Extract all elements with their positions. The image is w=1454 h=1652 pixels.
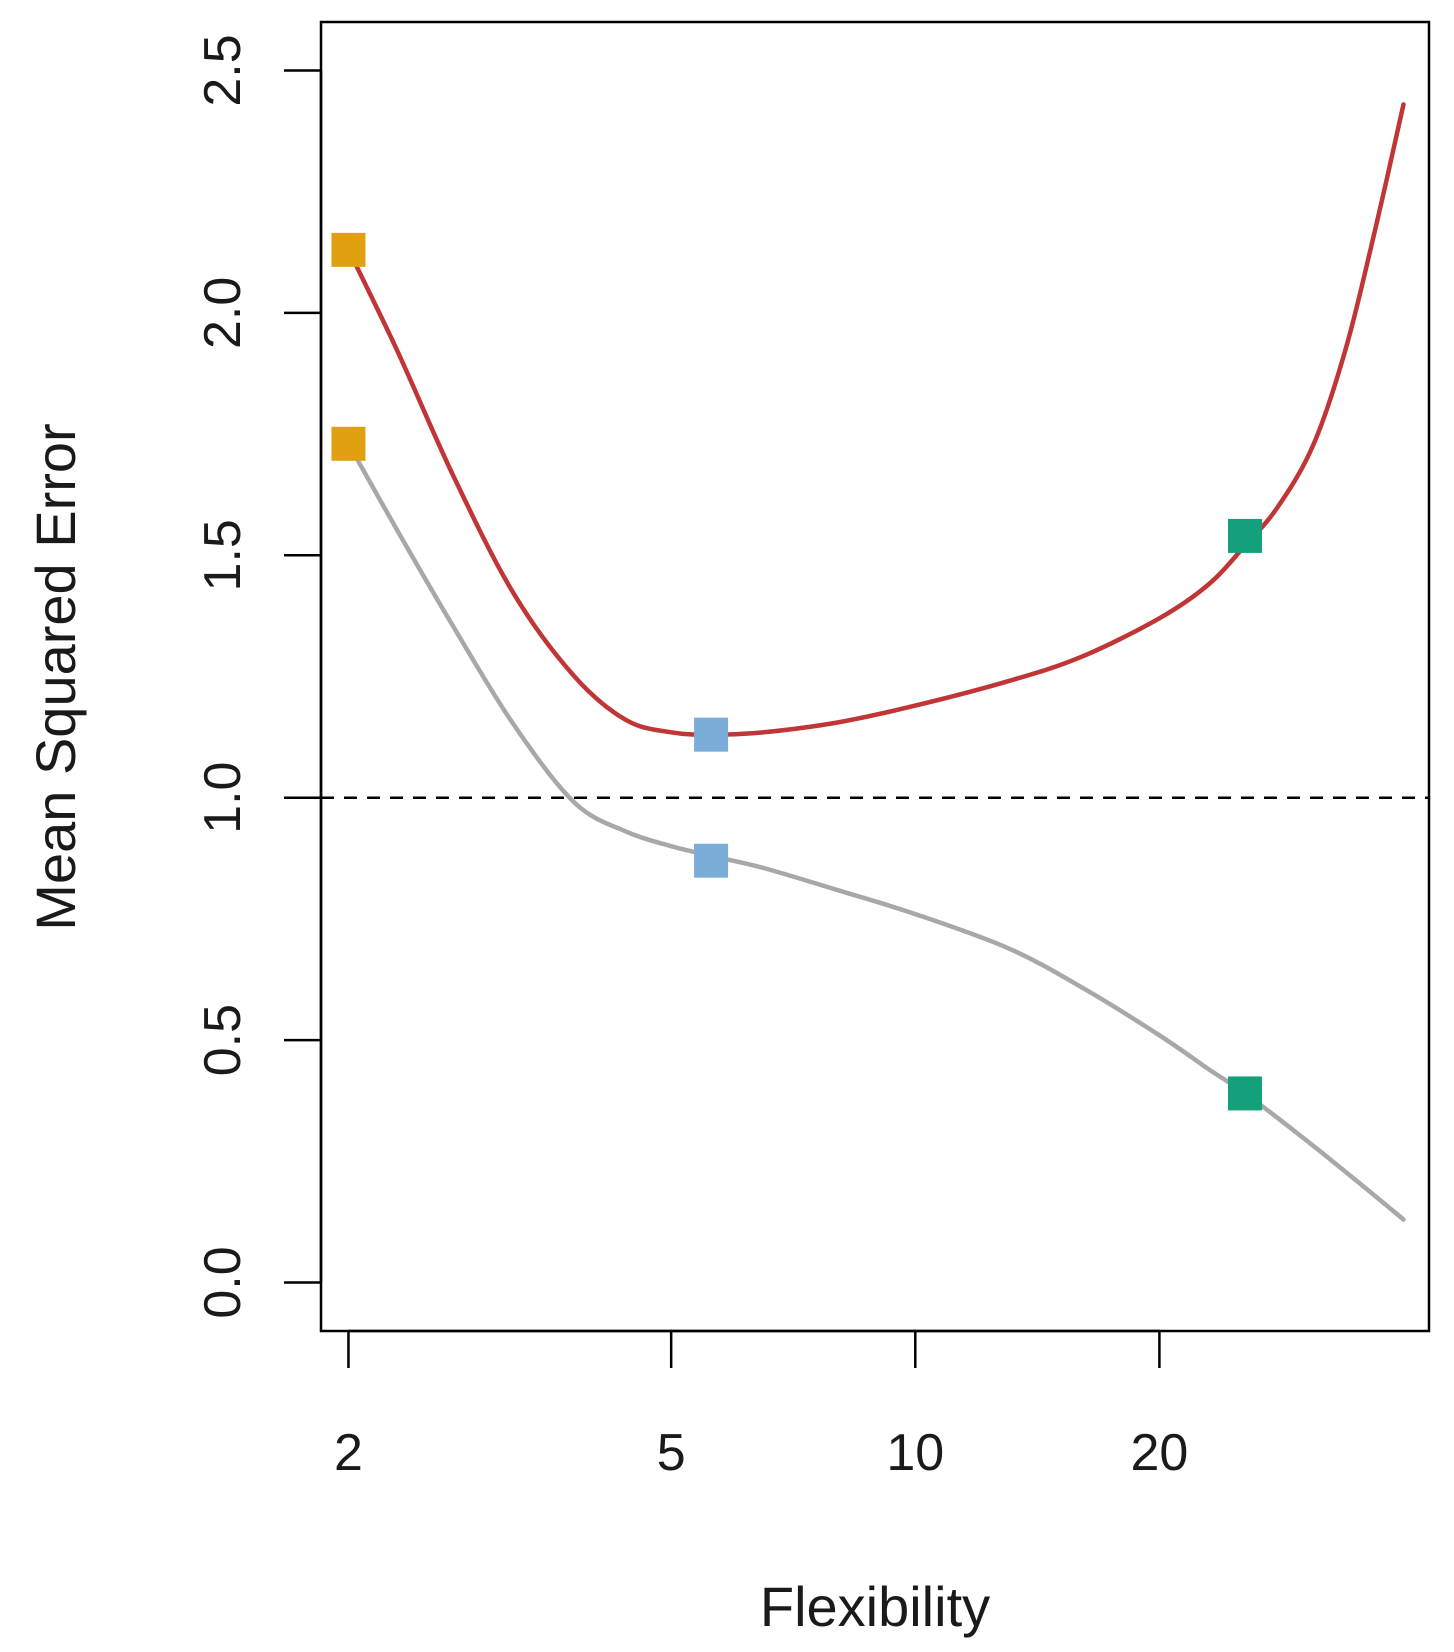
y-tick-label: 2.0	[194, 277, 252, 349]
series-layer	[346, 102, 1406, 1222]
marker-point	[331, 232, 366, 267]
y-tick-label: 1.5	[194, 519, 252, 591]
marker-point	[331, 426, 366, 461]
x-tick-label: 20	[1130, 1424, 1188, 1482]
y-tick-label: 2.5	[194, 34, 252, 106]
marker-point	[1227, 1076, 1262, 1111]
x-tick-label: 5	[657, 1424, 686, 1482]
plot-frame	[319, 20, 1431, 1333]
y-tick-label: 1.0	[194, 762, 252, 834]
marker-point	[1227, 518, 1262, 553]
marker-point	[694, 717, 729, 752]
y-tick-label: 0.0	[194, 1246, 252, 1318]
x-tick-label: 10	[886, 1424, 944, 1482]
marker-point	[694, 843, 729, 878]
series-line-test	[346, 102, 1406, 737]
y-tick-label: 0.5	[194, 1004, 252, 1076]
x-axis: 2 5 10 20	[334, 1329, 1188, 1482]
marker-layer	[331, 232, 1262, 1111]
y-axis-label: Mean Squared Error	[24, 423, 87, 930]
y-axis: 0.0 0.5 1.0 1.5 2.0 2.5	[194, 34, 323, 1319]
x-axis-label: Flexibility	[760, 1575, 990, 1638]
x-tick-label: 2	[334, 1424, 363, 1482]
